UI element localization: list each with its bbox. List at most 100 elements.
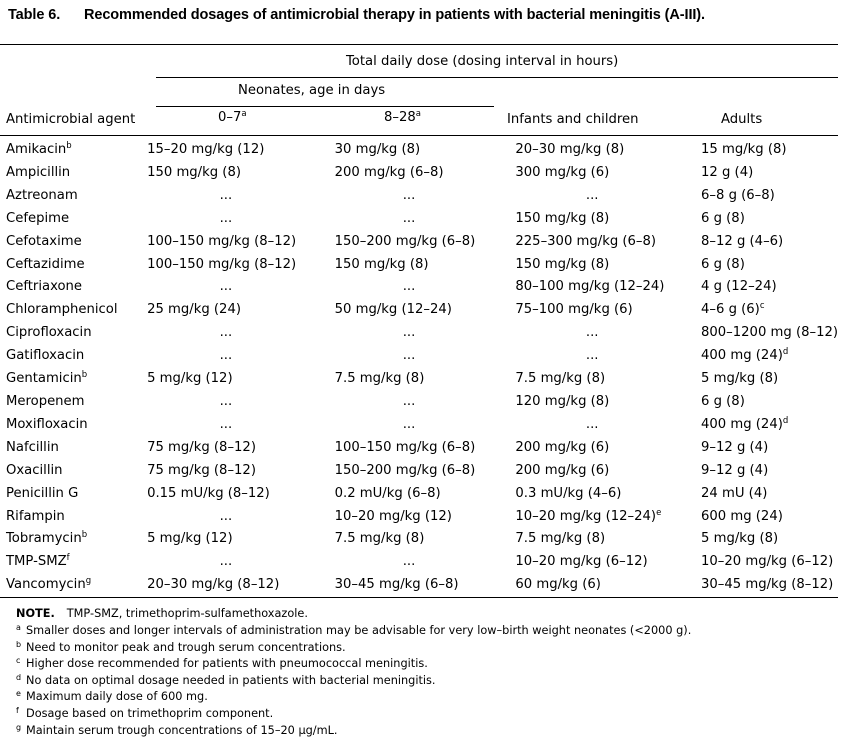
table-row: Penicillin G 0.15 mU/kg (8–12) 0.2 mU/kg (…: [0, 483, 838, 506]
cell-agent: Cefepime: [6, 210, 70, 226]
cell-adults: 24 mU (4): [701, 485, 768, 501]
top-rule: [0, 44, 838, 45]
cell-adults: 800–1200 mg (8–12): [701, 325, 838, 341]
cell-agent: Oxacillin: [6, 462, 63, 478]
neonates-rule: [156, 106, 494, 107]
cell-neonate-0-7: ...: [219, 508, 233, 524]
cell-infants-children: 75–100 mg/kg (6): [515, 302, 633, 318]
cell-infants-children: 120 mg/kg (8): [515, 393, 610, 409]
cell-adults: 5 mg/kg (8): [701, 371, 779, 387]
cell-neonate-8-28: ...: [402, 554, 416, 570]
cell-infants-children: 10–20 mg/kg (6–12): [515, 554, 648, 570]
footnote-text: Smaller doses and longer intervals of ad…: [26, 624, 692, 637]
cell-neonate-0-7: ...: [219, 210, 233, 226]
table-row: Cefotaxime 100–150 mg/kg (8–12) 150–200 mg…: [0, 231, 838, 254]
cell-agent: Aztreonam: [6, 187, 78, 203]
footnote: d No data on optimal dosage needed in pat…: [16, 672, 436, 687]
cell-agent: Gatifloxacin: [6, 348, 85, 364]
footnote-marker: b: [81, 530, 88, 541]
table-row: Cefepime...... 150 mg/kg (8) 6 g (8): [0, 208, 838, 231]
cell-neonate-0-7: ...: [219, 416, 233, 432]
cell-infants-children: 10–20 mg/kg (12–24)e: [515, 507, 662, 524]
footnote: b Need to monitor peak and trough serum c…: [16, 639, 346, 654]
cell-agent: Ceftazidime: [6, 256, 85, 272]
header-age-8-28: 8–28a: [384, 109, 421, 125]
cell-neonate-8-28: ...: [402, 187, 416, 203]
cell-agent: Cefotaxime: [6, 233, 82, 249]
cell-neonate-0-7: ...: [219, 279, 233, 295]
cell-agent: Meropenem: [6, 393, 85, 409]
cell-neonate-0-7: 20–30 mg/kg (8–12): [147, 577, 280, 593]
cell-neonate-0-7: ...: [219, 325, 233, 341]
group-rule: [156, 77, 838, 78]
cell-adults: 6 g (8): [701, 256, 745, 272]
footnote-marker: b: [66, 141, 72, 151]
table-row: Gatifloxacin......... 400 mg (24)d: [0, 345, 838, 368]
footnote: c Higher dose recommended for patients wi…: [16, 656, 428, 671]
cell-infants-children: ...: [585, 416, 599, 432]
cell-adults: 6 g (8): [701, 210, 745, 226]
cell-neonate-0-7: 75 mg/kg (8–12): [147, 439, 256, 455]
cell-agent: TMP-SMZf: [6, 553, 70, 570]
table-row: Ceftriaxone...... 80–100 mg/kg (12–24) 4 g…: [0, 276, 838, 299]
table-row: Gentamicinb 5 mg/kg (12) 7.5 mg/kg (8) 7.5 …: [0, 368, 838, 391]
footnote-marker: c: [759, 301, 765, 312]
cell-neonate-0-7: 75 mg/kg (8–12): [147, 462, 256, 478]
footnote-marker: d: [782, 415, 789, 426]
cell-neonate-0-7: ...: [219, 393, 233, 409]
table-caption: Recommended dosages of antimicrobial the…: [84, 7, 705, 23]
cell-adults: 6–8 g (6–8): [701, 187, 775, 203]
footnote-text: Need to monitor peak and trough serum co…: [26, 640, 346, 654]
cell-agent: Amikacinb: [6, 141, 72, 157]
table-row: Oxacillin 75 mg/kg (8–12) 150–200 mg/kg (6…: [0, 460, 838, 483]
footnote-text: Maximum daily dose of 600 mg.: [26, 690, 208, 704]
cell-infants-children: 225–300 mg/kg (6–8): [515, 233, 657, 249]
footnote: a Smaller doses and longer intervals of a…: [16, 623, 692, 638]
footnote-marker: e: [656, 507, 662, 518]
cell-infants-children: ...: [585, 325, 599, 341]
cell-neonate-8-28: 100–150 mg/kg (6–8): [334, 439, 476, 455]
table-row: Ampicillin 150 mg/kg (8) 200 mg/kg (6–8) 30…: [0, 162, 838, 185]
note-label: NOTE.: [16, 607, 55, 620]
cell-neonate-8-28: 150 mg/kg (8): [334, 256, 429, 272]
cell-neonate-0-7: 5 mg/kg (12): [147, 531, 233, 547]
cell-adults: 10–20 mg/kg (6–12): [701, 554, 834, 570]
cell-neonate-8-28: 0.2 mU/kg (6–8): [334, 485, 441, 501]
cell-neonate-8-28: 7.5 mg/kg (8): [334, 531, 425, 547]
cell-infants-children: 60 mg/kg (6): [515, 577, 601, 593]
cell-agent: Chloramphenicol: [6, 302, 118, 318]
cell-adults: 8–12 g (4–6): [701, 233, 784, 249]
cell-infants-children: 80–100 mg/kg (12–24): [515, 279, 665, 295]
header-antimicrobial-agent: Antimicrobial agent: [6, 112, 136, 127]
cell-neonate-0-7: 25 mg/kg (24): [147, 302, 241, 318]
table-notes: NOTE. TMP-SMZ, trimethoprim-sulfamethoxaz…: [16, 604, 836, 739]
footnote-text: Higher dose recommended for patients wit…: [26, 657, 428, 671]
cell-infants-children: 0.3 mU/kg (4–6): [515, 485, 622, 501]
cell-neonate-8-28: 50 mg/kg (12–24): [334, 302, 452, 318]
cell-agent: Ampicillin: [6, 164, 71, 180]
cell-adults: 12 g (4): [701, 164, 754, 180]
cell-agent: Ceftriaxone: [6, 279, 83, 295]
table-row: Aztreonam......... 6–8 g (6–8): [0, 185, 838, 208]
cell-neonate-0-7: 100–150 mg/kg (8–12): [147, 256, 297, 272]
cell-neonate-8-28: 30 mg/kg (8): [334, 142, 421, 157]
header-adults: Adults: [721, 112, 763, 127]
cell-adults: 4 g (12–24): [701, 279, 777, 295]
footnote-marker: b: [81, 370, 88, 381]
table-row: Vancomycing 20–30 mg/kg (8–12) 30–45 mg/kg…: [0, 574, 838, 597]
footnote-text: Maintain serum trough concentrations of …: [26, 723, 338, 737]
table-row: TMP-SMZf...... 10–20 mg/kg (6–12) 10–20 mg…: [0, 551, 838, 574]
cell-infants-children: 300 mg/kg (6): [515, 164, 610, 180]
footnote-text: No data on optimal dosage needed in pati…: [26, 673, 436, 687]
cell-adults: 400 mg (24)d: [701, 347, 789, 364]
cell-agent: Rifampin: [6, 508, 65, 524]
cell-neonate-8-28: ...: [402, 416, 416, 432]
cell-adults: 30–45 mg/kg (8–12): [701, 577, 834, 593]
cell-neonate-0-7: 150 mg/kg (8): [147, 164, 241, 180]
cell-neonate-8-28: 7.5 mg/kg (8): [334, 371, 425, 387]
cell-agent: Penicillin G: [6, 485, 79, 501]
cell-neonate-8-28: 10–20 mg/kg (12): [334, 508, 452, 524]
cell-neonate-8-28: ...: [402, 210, 416, 226]
bottom-rule: [0, 597, 838, 598]
